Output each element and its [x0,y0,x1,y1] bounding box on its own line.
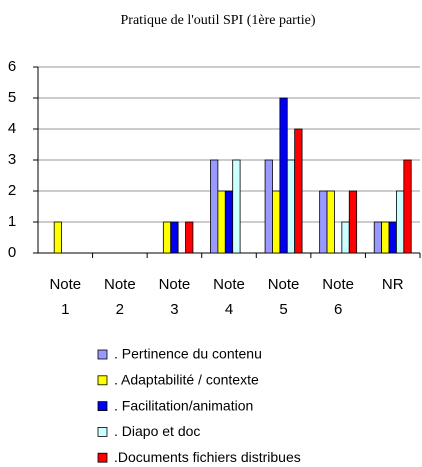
chart-title: Pratique de l'outil SPI (1ère partie) [121,13,316,28]
legend-label: .Documents fichiers distribues [114,449,301,465]
bar [396,190,405,254]
legend-label: . Facilitation/animation [114,397,253,413]
bar [272,190,281,254]
bar [217,190,226,254]
x-tick-label: Note 5 [268,276,300,318]
bar [341,221,350,254]
bar [210,159,219,254]
bar [381,221,390,254]
legend-label: . Adaptabilité / contexte [114,372,259,388]
bar [185,221,194,254]
bar [264,159,273,254]
y-tick-label: 5 [8,89,16,106]
x-tick-label: Note 4 [213,276,245,318]
bar [326,190,335,254]
bar [319,190,328,254]
x-tick-label: Note 1 [49,276,81,318]
x-tick-label: Note 6 [322,276,354,318]
bar [388,221,397,254]
bar [53,221,62,254]
bar [373,221,383,254]
bar [286,159,296,254]
x-tick-label: Note 2 [104,276,136,318]
bar [279,97,288,254]
legend-swatch [97,349,108,360]
bar [294,128,303,254]
bar [224,190,234,254]
y-tick-label: 1 [8,213,16,230]
legend-swatch [97,452,108,463]
legend-label: . Pertinence du contenu [114,346,262,362]
bar [162,221,172,254]
bar [403,159,412,254]
bar [348,190,358,254]
y-tick-label: 6 [8,58,16,75]
legend-label: . Diapo et doc [114,423,200,439]
legend-swatch [97,401,108,412]
x-tick-label: Note 3 [159,276,191,318]
bar [170,221,179,254]
x-tick-label: NR [382,276,404,293]
legend-swatch [97,426,108,437]
y-tick-label: 2 [8,182,16,199]
bar [232,159,241,254]
y-tick-label: 4 [8,120,16,137]
legend-swatch [97,375,108,386]
y-tick-label: 0 [8,244,16,261]
y-tick-label: 3 [8,151,16,168]
